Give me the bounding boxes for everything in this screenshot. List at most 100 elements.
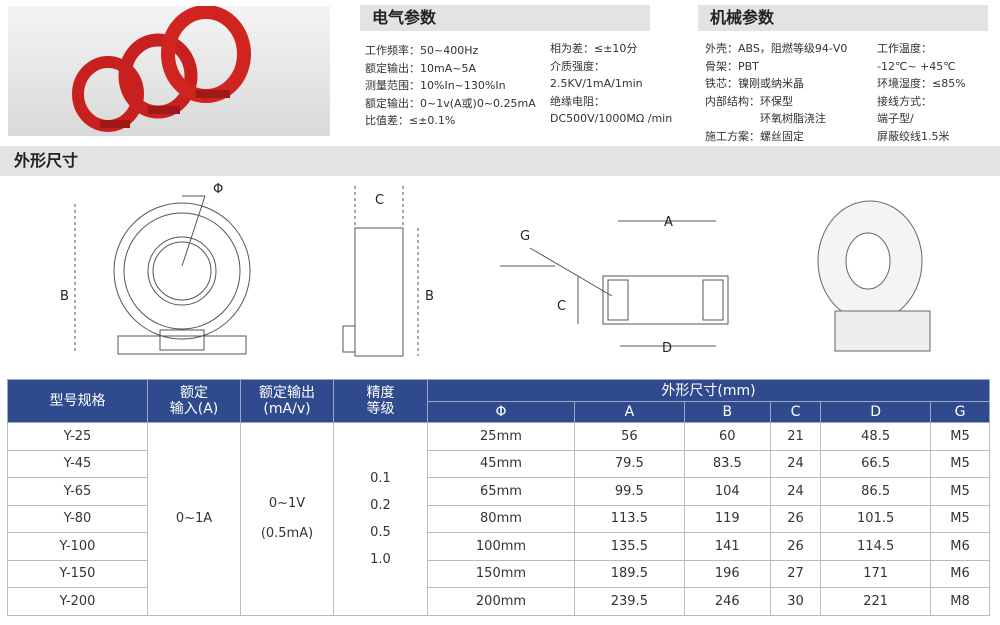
cell-dim: 239.5 [573,587,685,616]
cell-dim: M5 [930,477,990,506]
cell-dim: 83.5 [683,449,771,478]
cell-model: Y-25 [7,422,148,451]
cell-dim: M6 [930,532,990,561]
param: 铁芯：镍刚或纳米晶 [705,77,804,90]
param: 额定输出：0~1v(A或)0~0.25mA [365,96,536,110]
label-b-side: B [425,289,434,304]
param: 施工方案：螺丝固定 [705,129,804,143]
param: 环氧树脂浇注 [705,112,826,125]
cell-dim: 27 [769,559,822,588]
header-col: Φ [427,401,575,423]
param: 额定输出：10mA~5A [365,61,476,75]
header-col: B [683,401,771,423]
label-c-bottom: C [557,299,566,314]
header-dims: 外形尺寸(mm) [427,379,990,402]
param: 骨架：PBT [705,59,759,73]
cell-dim: 104 [683,477,771,506]
cell-dim: M6 [930,559,990,588]
param: 接线方式： [877,94,932,108]
cell-model: Y-80 [7,504,148,533]
dimension-drawings: B Φ C B A C D G [60,182,931,357]
cell-dim: 30 [769,587,822,616]
cell-dim: 48.5 [820,422,932,451]
cell-dim: 26 [769,504,822,533]
cell-dim: M5 [930,504,990,533]
cell-input: 0~1A [147,422,241,616]
cell-dim: 100mm [427,532,575,561]
param: 工作频率：50~400Hz [365,44,479,57]
cell-dim: M8 [930,587,990,616]
table-row: Y-65 65mm 99.5 104 24 86.5 M5 [7,477,990,506]
cell-dim: 24 [769,449,822,478]
cell-dim: 79.5 [573,449,685,478]
cell-dim: 246 [683,587,771,616]
label-a: A [664,215,673,230]
product-photo [8,5,330,136]
header-col: G [930,401,990,423]
perspective-view-drawing [817,200,931,352]
cell-dim: 26 [769,532,822,561]
cell-dim: 119 [683,504,771,533]
cell-model: Y-45 [7,449,148,478]
header-output: 额定输出 (mA/v) [240,379,334,423]
cell-dim: 24 [769,477,822,506]
cell-dim: M5 [930,449,990,478]
param: DC500V/1000MΩ /min [550,112,673,125]
cell-dim: 66.5 [820,449,932,478]
electrical-params-left: 工作频率：50~400Hz 额定输出：10mA~5A 测量范围：10%In~13… [365,42,536,130]
dimensions-title: 外形尺寸 [0,146,1000,176]
cell-model: Y-100 [7,532,148,561]
param: 比值差：≤±0.1% [365,114,456,127]
cell-dim: 80mm [427,504,575,533]
param: 绝缘电阻： [550,94,605,108]
cell-dim: 113.5 [573,504,685,533]
side-view-drawing [342,186,419,357]
electrical-params-right: 相为差：≤±10分 介质强度： 2.5KV/1mA/1min 绝缘电阻： DC5… [550,40,672,128]
mechanical-params-title: 机械参数 [698,5,988,31]
label-b: B [60,289,69,304]
cell-dim: 60 [683,422,771,451]
param: 工作温度： [877,42,932,55]
cell-model: Y-65 [7,477,148,506]
cell-accuracy: 0.1 0.2 0.5 1.0 [333,422,428,616]
table-row: Y-200 200mm 239.5 246 30 221 M8 [7,587,990,616]
cell-dim: 171 [820,559,932,588]
label-d: D [662,341,672,356]
front-view-drawing [74,195,251,355]
current-transformer-rings-image [72,5,251,132]
param: 外壳：ABS，阻燃等级94-V0 [705,42,848,55]
cell-dim: 150mm [427,559,575,588]
cell-dim: 65mm [427,477,575,506]
cell-dim: 45mm [427,449,575,478]
cell-output: 0~1V (0.5mA) [240,422,334,616]
cell-dim: M5 [930,422,990,451]
table-row: Y-45 45mm 79.5 83.5 24 66.5 M5 [7,449,990,478]
cell-dim: 189.5 [573,559,685,588]
table-row: Y-150 150mm 189.5 196 27 171 M6 [7,559,990,588]
param: 屏蔽绞线1.5米 [877,129,950,143]
header-col: C [769,401,822,423]
cell-dim: 99.5 [573,477,685,506]
cell-dim: 86.5 [820,477,932,506]
cell-dim: 101.5 [820,504,932,533]
electrical-params-title: 电气参数 [360,5,650,31]
param: 环境湿度：≤85% [877,77,966,90]
param: 内部结构：环保型 [705,94,793,108]
cell-dim: 25mm [427,422,575,451]
cell-model: Y-200 [7,587,148,616]
param: 2.5KV/1mA/1min [550,77,643,90]
label-g: G [520,229,530,244]
bottom-view-drawing [500,220,729,347]
cell-dim: 56 [573,422,685,451]
header-input: 额定 输入(A) [147,379,241,423]
cell-dim: 135.5 [573,532,685,561]
header-col: A [573,401,685,423]
cell-dim: 114.5 [820,532,932,561]
cell-dim: 21 [769,422,822,451]
param: -12℃~ +45℃ [877,59,956,73]
param: 相为差：≤±10分 [550,42,638,55]
header-accuracy: 精度 等级 [333,379,428,423]
cell-dim: 221 [820,587,932,616]
cell-dim: 141 [683,532,771,561]
